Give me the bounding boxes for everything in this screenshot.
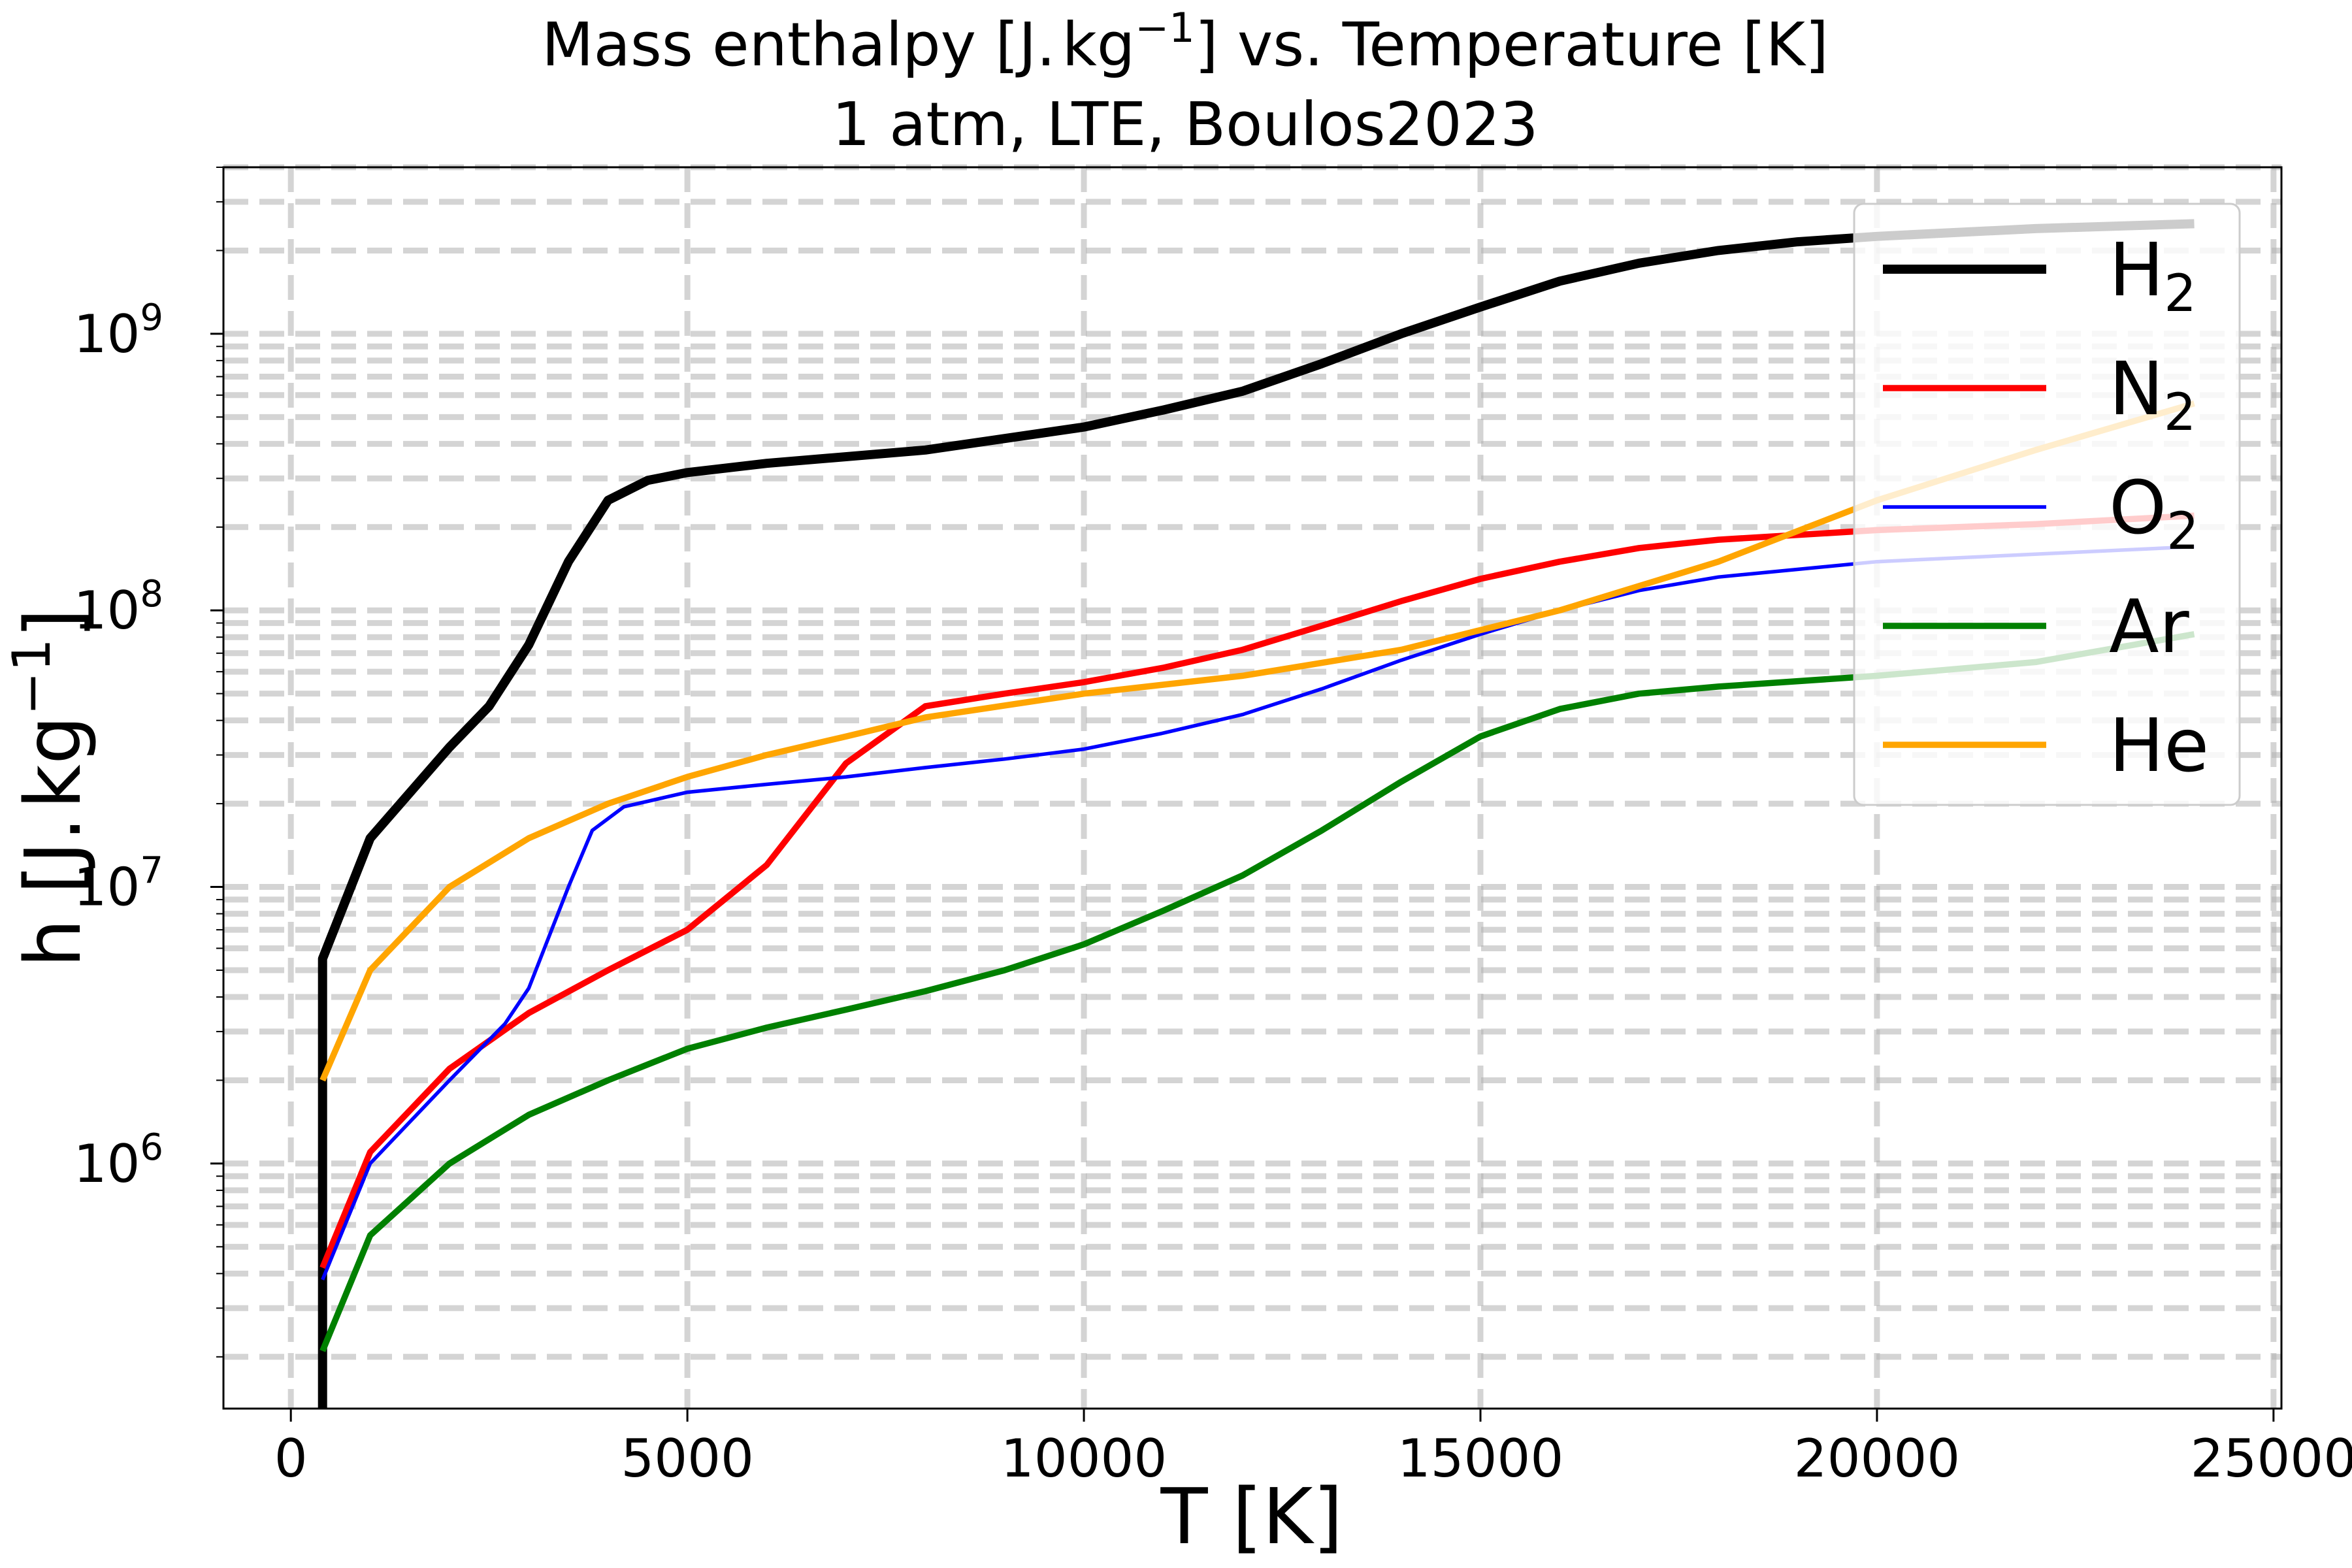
y-axis-ticks: 106 107 108 109 — [74, 167, 223, 1358]
x-tick-label: 10000 — [1001, 1428, 1168, 1489]
y-tick-label: 106 — [74, 1126, 163, 1194]
series-lines — [318, 219, 2195, 1409]
legend-label-he: He — [2109, 704, 2209, 789]
legend-label-n2: N2 — [2109, 347, 2196, 442]
chart-subtitle: 1 atm, LTE, Boulos2023 — [832, 90, 1538, 159]
legend-label-h2: H2 — [2109, 228, 2197, 323]
chart-title: Mass enthalpy [J. kg−1] vs. Temperature [… — [542, 4, 1829, 80]
plot-frame — [222, 166, 2283, 1410]
legend-label-o2: O2 — [2109, 466, 2199, 561]
y-tick-label: 107 — [74, 850, 163, 918]
x-tick-label: 0 — [274, 1428, 308, 1489]
x-tick-label: 20000 — [1794, 1428, 1961, 1489]
series-line-n2 — [319, 512, 2195, 1269]
y-tick-label: 109 — [74, 297, 163, 365]
y-axis-label: h [J.kg−1] — [1, 608, 98, 968]
x-tick-label: 15000 — [1397, 1428, 1564, 1489]
x-axis-ticks: 0 5000 10000 15000 20000 25000 — [274, 1409, 2352, 1489]
x-tick-label: 5000 — [621, 1428, 754, 1489]
series-line-he — [319, 400, 2195, 1082]
legend-box — [1853, 203, 2241, 806]
y-tick-label: 108 — [74, 573, 163, 641]
series-line-h2 — [318, 219, 2195, 1409]
legend-label-ar: Ar — [2109, 585, 2190, 670]
grid — [223, 164, 2281, 1409]
legend: H2 N2 O2 Ar He — [1853, 203, 2241, 806]
series-line-ar — [319, 631, 2195, 1352]
x-tick-label: 25000 — [2191, 1428, 2352, 1489]
x-axis-label: T [K] — [1160, 1471, 1343, 1561]
